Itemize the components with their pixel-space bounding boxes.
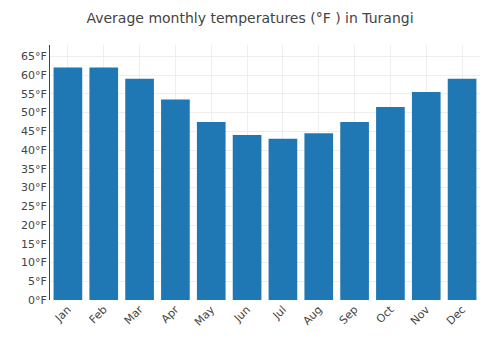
svg-text:30°F: 30°F bbox=[21, 181, 47, 194]
svg-text:May: May bbox=[192, 303, 218, 329]
svg-text:Sep: Sep bbox=[337, 303, 361, 327]
svg-text:Mar: Mar bbox=[122, 303, 146, 327]
svg-text:15°F: 15°F bbox=[21, 238, 47, 251]
svg-text:5°F: 5°F bbox=[28, 275, 47, 288]
svg-text:Nov: Nov bbox=[408, 303, 433, 328]
svg-text:Average monthly temperatures (: Average monthly temperatures (°F ) in Tu… bbox=[86, 10, 413, 26]
svg-text:55°F: 55°F bbox=[21, 88, 47, 101]
svg-text:50°F: 50°F bbox=[21, 106, 47, 119]
svg-text:60°F: 60°F bbox=[21, 69, 47, 82]
svg-text:10°F: 10°F bbox=[21, 256, 47, 269]
svg-text:Jun: Jun bbox=[231, 303, 253, 325]
svg-text:Jan: Jan bbox=[52, 303, 74, 325]
svg-text:Apr: Apr bbox=[159, 303, 182, 326]
svg-text:Jul: Jul bbox=[270, 303, 289, 322]
svg-text:35°F: 35°F bbox=[21, 163, 47, 176]
svg-text:45°F: 45°F bbox=[21, 125, 47, 138]
svg-text:Feb: Feb bbox=[87, 303, 110, 326]
svg-text:Aug: Aug bbox=[300, 303, 324, 327]
svg-text:Oct: Oct bbox=[374, 303, 397, 326]
svg-text:20°F: 20°F bbox=[21, 219, 47, 232]
svg-text:Dec: Dec bbox=[444, 303, 468, 327]
svg-text:25°F: 25°F bbox=[21, 200, 47, 213]
svg-text:40°F: 40°F bbox=[21, 144, 47, 157]
svg-text:0°F: 0°F bbox=[28, 294, 47, 307]
svg-text:65°F: 65°F bbox=[21, 50, 47, 63]
